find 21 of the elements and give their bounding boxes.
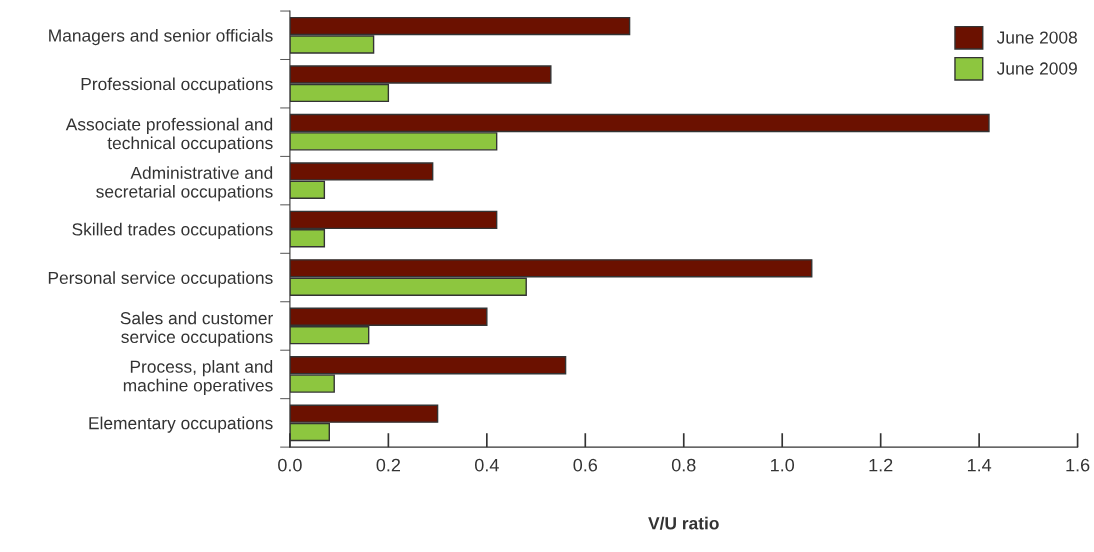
x-tick-label: 0.4 (474, 458, 499, 472)
y-tick-label: Managers and senior officials (49, 28, 273, 46)
y-tick-label: Process, plant and machine operatives (123, 360, 273, 395)
y-tick-label: Professional occupations (81, 77, 273, 94)
x-tick-label: 1.2 (869, 458, 893, 472)
legend-label: June 2009 (996, 62, 1077, 75)
x-tick-label: 1.6 (1066, 458, 1090, 472)
y-tick-label: Elementary occupations (89, 416, 273, 433)
x-tick-label: 0.0 (278, 458, 302, 472)
legend-label: June 2008 (996, 31, 1077, 44)
y-tick-label: Administrative and secretarial occupations (96, 166, 273, 202)
y-tick-label: Personal service occupations (48, 271, 273, 288)
y-tick-label: Sales and customer service occupations (120, 311, 273, 347)
y-tick-label: Associate professional and technical occupations (65, 117, 273, 153)
x-tick-label: 0.6 (573, 458, 598, 472)
x-tick-label: 0.2 (376, 458, 401, 472)
x-tick-label: 1.4 (967, 458, 992, 472)
x-tick-label: 0.8 (671, 458, 696, 472)
x-axis-title: V/U ratio (648, 516, 719, 530)
y-tick-label: Skilled trades occupations (72, 222, 273, 239)
x-tick-label: 1.0 (771, 458, 795, 472)
